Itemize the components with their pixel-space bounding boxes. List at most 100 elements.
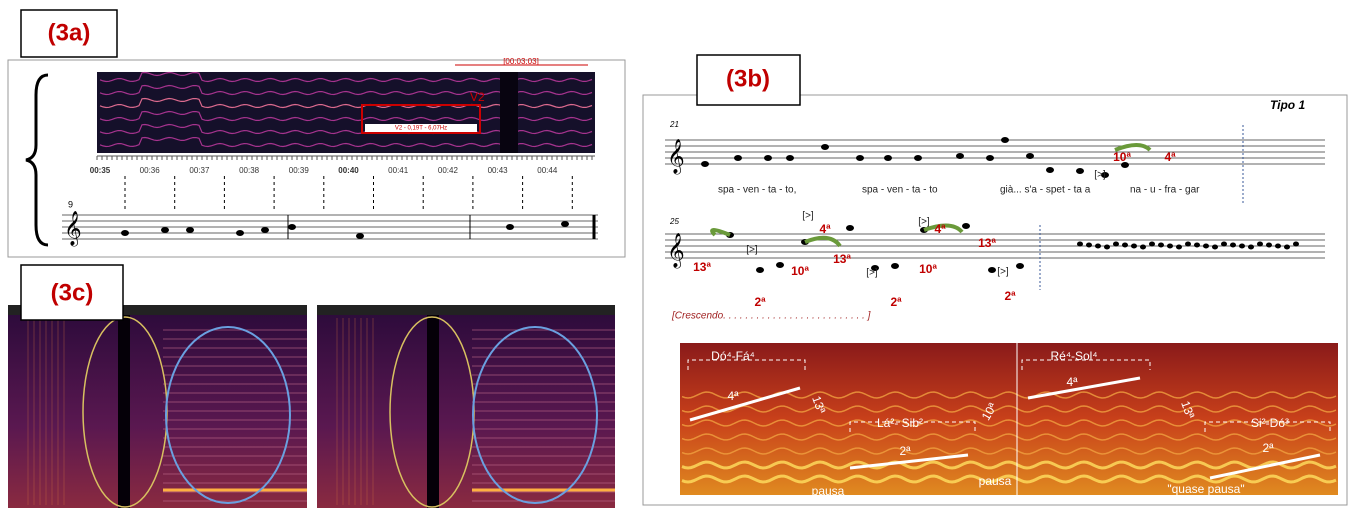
time-label: 00:35 — [90, 166, 111, 175]
interval-mark: 2ª — [754, 295, 766, 309]
interval-mark: 10ª — [1113, 150, 1131, 164]
note — [1176, 245, 1182, 250]
interval-mark: [>] — [918, 217, 930, 228]
note — [1293, 242, 1299, 247]
note — [821, 144, 829, 150]
lyric: na - u - fra - gar — [1130, 185, 1200, 196]
measure-number: 21 — [669, 120, 679, 129]
interval-mark: 4ª — [1164, 150, 1176, 164]
note — [846, 225, 854, 231]
spectrogram-label: pausa — [812, 484, 845, 498]
interval-mark: 10ª — [791, 264, 809, 278]
note — [1230, 243, 1236, 248]
box-caption: V2 - 0,19T - 6,07Hz — [395, 126, 447, 132]
time-label: 00:40 — [338, 166, 359, 175]
note — [884, 155, 892, 161]
note — [701, 161, 709, 167]
duration: [00:03:03] — [503, 57, 539, 66]
note — [236, 230, 244, 236]
time-label: 00:39 — [289, 166, 310, 175]
note — [1086, 243, 1092, 248]
decoration — [317, 305, 615, 315]
time-label: 00:36 — [140, 166, 161, 175]
note — [1248, 245, 1254, 250]
note — [856, 155, 864, 161]
interval-mark: 4ª — [934, 222, 946, 236]
note — [764, 155, 772, 161]
spectrogram-label: 4ª — [727, 389, 739, 403]
spectrogram-label: "quase pausa" — [1167, 482, 1244, 496]
note — [1194, 243, 1200, 248]
note — [121, 230, 129, 236]
figure: (3a) V2 V2 - 0,19T - 6,07Hz [00:03:03] 0… — [0, 0, 1355, 508]
note — [1185, 242, 1191, 247]
spectrogram-label: Lá²- Sib² — [877, 416, 923, 430]
time-label: 00:37 — [189, 166, 210, 175]
note — [161, 227, 169, 233]
note — [1149, 242, 1155, 247]
note — [891, 263, 899, 269]
time-label: 00:43 — [488, 166, 509, 175]
spectrogram-label: 2ª — [1262, 441, 1274, 455]
note — [1016, 263, 1024, 269]
interval-mark: 2ª — [1004, 289, 1016, 303]
type-label: Tipo 1 — [1270, 98, 1305, 112]
measure-number: 25 — [669, 217, 679, 226]
note — [1104, 245, 1110, 250]
interval-mark: 4ª — [819, 222, 831, 236]
note — [1077, 242, 1083, 247]
time-label: 00:44 — [537, 166, 558, 175]
note — [1026, 153, 1034, 159]
interval-mark: 2ª — [890, 295, 902, 309]
interval-mark: 13ª — [833, 252, 851, 266]
lyric: già... s'a - spet - ta a — [1000, 185, 1091, 196]
panel-label: (3a) — [48, 19, 91, 46]
note — [1266, 243, 1272, 248]
note — [1131, 244, 1137, 249]
note — [1076, 168, 1084, 174]
note — [506, 224, 514, 230]
note — [561, 221, 569, 227]
panel-label: (3b) — [726, 65, 770, 92]
note — [1167, 244, 1173, 249]
note — [1203, 244, 1209, 249]
time-label: 00:38 — [239, 166, 260, 175]
note — [356, 233, 364, 239]
note — [1095, 244, 1101, 249]
decoration — [97, 72, 595, 153]
measure-number: 9 — [68, 199, 73, 209]
interval-mark: 10ª — [919, 262, 937, 276]
note — [288, 224, 296, 230]
note — [1212, 245, 1218, 250]
note — [914, 155, 922, 161]
spectrogram-label: 4ª — [1066, 375, 1078, 389]
note — [734, 155, 742, 161]
note — [1257, 242, 1263, 247]
decoration — [8, 305, 307, 508]
spectrogram-label: Ré⁴-Sol⁴ — [1051, 349, 1098, 363]
note — [776, 262, 784, 268]
box-title: V2 — [470, 90, 485, 104]
decoration — [427, 315, 439, 508]
panel-label: (3c) — [51, 279, 94, 306]
gap — [500, 72, 518, 153]
decoration — [118, 315, 130, 508]
decoration — [317, 305, 615, 508]
spectrogram-label: 2ª — [899, 444, 911, 458]
clef: 𝄞 — [667, 233, 685, 269]
note — [1221, 242, 1227, 247]
note — [1239, 244, 1245, 249]
note — [988, 267, 996, 273]
note — [1113, 242, 1119, 247]
interval-mark: 13ª — [693, 260, 711, 274]
note — [956, 153, 964, 159]
time-label: 00:42 — [438, 166, 459, 175]
note — [186, 227, 194, 233]
spectrogram-label: pausa — [979, 474, 1012, 488]
interval-mark: 13ª — [978, 236, 996, 250]
note — [986, 155, 994, 161]
spectrogram-label: Dó⁴-Fá⁴ — [711, 349, 755, 363]
note — [1001, 137, 1009, 143]
note — [786, 155, 794, 161]
spectrogram-label: Si²-Dó³ — [1251, 416, 1289, 430]
